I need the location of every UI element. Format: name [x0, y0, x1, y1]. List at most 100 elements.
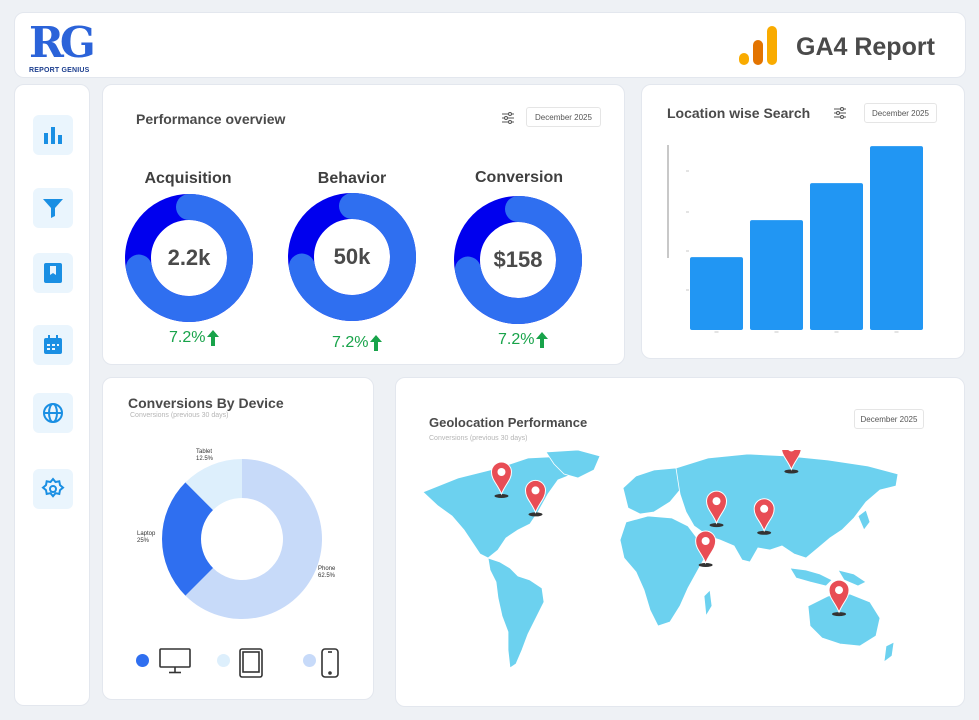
- pin-center: [701, 537, 710, 545]
- landmass: [837, 569, 867, 587]
- metric-conversion-label-wrap: Conversion: [453, 169, 585, 187]
- pin-shadow: [784, 469, 799, 474]
- location-bar-chart: [667, 145, 923, 333]
- behavior-value: 50k: [333, 244, 371, 269]
- acquisition-trend: 7.2%: [169, 329, 220, 347]
- bar: [690, 257, 743, 330]
- map-pin-icon: [490, 461, 512, 498]
- pin-body: [695, 530, 717, 565]
- bar: [870, 146, 923, 330]
- geolocation-performance-card: Geolocation Performance Conversions (pre…: [395, 377, 965, 707]
- acquisition-value: 2.2k: [167, 245, 211, 270]
- pin-shadow: [494, 494, 509, 498]
- landmass: [857, 509, 871, 531]
- location-date-picker[interactable]: December 2025: [864, 103, 937, 123]
- smartphone-icon: [321, 648, 339, 678]
- pin-shadow: [528, 512, 543, 517]
- map-pin-icon: [695, 530, 717, 567]
- acquisition-trend-value: 7.2%: [169, 329, 206, 346]
- performance-title: Performance overview: [136, 111, 286, 127]
- continents: [422, 450, 899, 669]
- acquisition-donut: 2.2k: [124, 193, 254, 323]
- device-donut-chart: [162, 459, 322, 619]
- calendar-icon: [44, 335, 62, 354]
- pin-center: [788, 450, 795, 452]
- sidebar-item-filter[interactable]: [33, 188, 73, 228]
- sidebar-item-globe[interactable]: [33, 393, 73, 433]
- pin-center: [497, 468, 506, 476]
- performance-date-picker[interactable]: December 2025: [526, 107, 601, 127]
- map-pin-icon: [828, 579, 850, 617]
- landmass: [422, 455, 589, 559]
- metric-behavior-label-wrap: Behavior: [286, 170, 418, 188]
- tablet-icon: [239, 648, 263, 678]
- arrow-up-icon: [536, 332, 549, 348]
- bookmark-icon: [44, 263, 62, 283]
- slice-name-laptop: Laptop: [137, 531, 156, 537]
- slice-name-phone: Phone: [318, 566, 336, 572]
- metric-conversion-label: Conversion: [474, 169, 563, 186]
- legend-dot-desktop: [136, 654, 149, 667]
- pin-center: [531, 486, 540, 495]
- pin-shadow: [709, 523, 724, 528]
- slice-value-laptop: 25%: [137, 538, 150, 544]
- legend-dot-tablet: [217, 654, 230, 667]
- behavior-trend: 7.2%: [332, 334, 383, 352]
- pin-center: [760, 504, 769, 513]
- conversions-by-device-card: Conversions By Device Conversions (previ…: [102, 377, 374, 700]
- donut-value-arc: [454, 196, 582, 324]
- pin-body: [524, 479, 547, 514]
- metric-behavior-label: Behavior: [317, 170, 387, 187]
- sidebar-item-settings[interactable]: [33, 469, 73, 509]
- sidebar-item-bookmarks[interactable]: [33, 253, 73, 293]
- geo-date-picker[interactable]: December 2025: [854, 409, 924, 429]
- sidebar: [14, 84, 90, 706]
- map-pin-icon: [524, 479, 547, 517]
- report-title: GA4 Report: [796, 33, 935, 61]
- bar-chart-icon: [44, 127, 62, 144]
- slice-label-phone: Phone 62.5%: [318, 566, 335, 580]
- funnel-icon: [43, 199, 63, 218]
- geo-subtitle: Conversions (previous 30 days): [429, 435, 528, 442]
- landmass: [789, 567, 833, 587]
- landmass: [487, 557, 545, 669]
- logo-letters: RG: [29, 18, 96, 67]
- donut-value-arc: [288, 193, 416, 321]
- google-analytics-bars-icon: [739, 26, 777, 65]
- logo-subtitle: REPORT GENIUS: [29, 67, 90, 74]
- report-genius-logo[interactable]: RG REPORT GENIUS: [29, 21, 109, 81]
- conversion-value: $158: [493, 247, 543, 272]
- slice-value-tablet: 12.5%: [196, 456, 214, 462]
- pin-shadow: [698, 563, 713, 567]
- slice-value-phone: 62.5%: [318, 573, 336, 579]
- bar: [810, 183, 863, 330]
- sidebar-item-reports[interactable]: [33, 115, 73, 155]
- location-title: Location wise Search: [667, 105, 811, 121]
- arrow-up-icon: [207, 330, 220, 346]
- header-bar: RG REPORT GENIUS GA4 Report: [14, 12, 966, 78]
- pin-center: [835, 586, 844, 595]
- arrow-up-icon: [370, 335, 383, 351]
- pin-shadow: [757, 530, 772, 535]
- map-pin-icon: [781, 450, 802, 474]
- behavior-trend-value: 7.2%: [332, 334, 369, 351]
- donut-value-arc: [125, 194, 253, 322]
- devices-subtitle: Conversions (previous 30 days): [130, 412, 229, 419]
- pie-slice-laptop: [162, 482, 214, 596]
- devices-title: Conversions By Device: [128, 395, 284, 411]
- bar: [750, 220, 803, 330]
- filter-settings-icon[interactable]: [501, 111, 515, 125]
- landmass: [619, 515, 709, 627]
- pin-shadow: [832, 612, 847, 617]
- legend-dot-phone: [303, 654, 316, 667]
- pin-body: [490, 461, 512, 496]
- slice-label-tablet: Tablet 12.5%: [196, 449, 213, 463]
- conversion-donut: $158: [453, 195, 583, 325]
- geo-title: Geolocation Performance: [429, 415, 588, 430]
- sidebar-item-calendar[interactable]: [33, 325, 73, 365]
- filter-settings-icon[interactable]: [833, 106, 847, 120]
- desktop-monitor-icon: [159, 648, 191, 674]
- location-search-card: Location wise Search December 2025: [641, 84, 965, 359]
- landmass: [545, 450, 601, 479]
- pin-body: [781, 450, 802, 471]
